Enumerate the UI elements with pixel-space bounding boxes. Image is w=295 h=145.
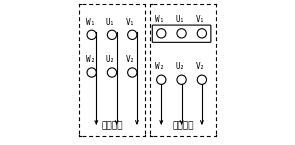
Text: U₁: U₁ (106, 18, 115, 27)
Text: U₂: U₂ (106, 55, 115, 64)
Text: V₁: V₁ (126, 18, 135, 27)
Text: V₂: V₂ (126, 55, 135, 64)
Text: V₂: V₂ (196, 62, 205, 71)
Text: 高速接线: 高速接线 (172, 122, 194, 130)
Text: U₂: U₂ (176, 62, 185, 71)
Text: W₁: W₁ (155, 15, 165, 24)
Text: W₂: W₂ (86, 55, 95, 64)
Text: U₁: U₁ (176, 15, 185, 24)
Text: W₁: W₁ (86, 18, 95, 27)
Text: V₁: V₁ (196, 15, 205, 24)
FancyBboxPatch shape (152, 25, 211, 42)
Text: W₂: W₂ (155, 62, 165, 71)
Text: 低速接线: 低速接线 (101, 122, 123, 130)
